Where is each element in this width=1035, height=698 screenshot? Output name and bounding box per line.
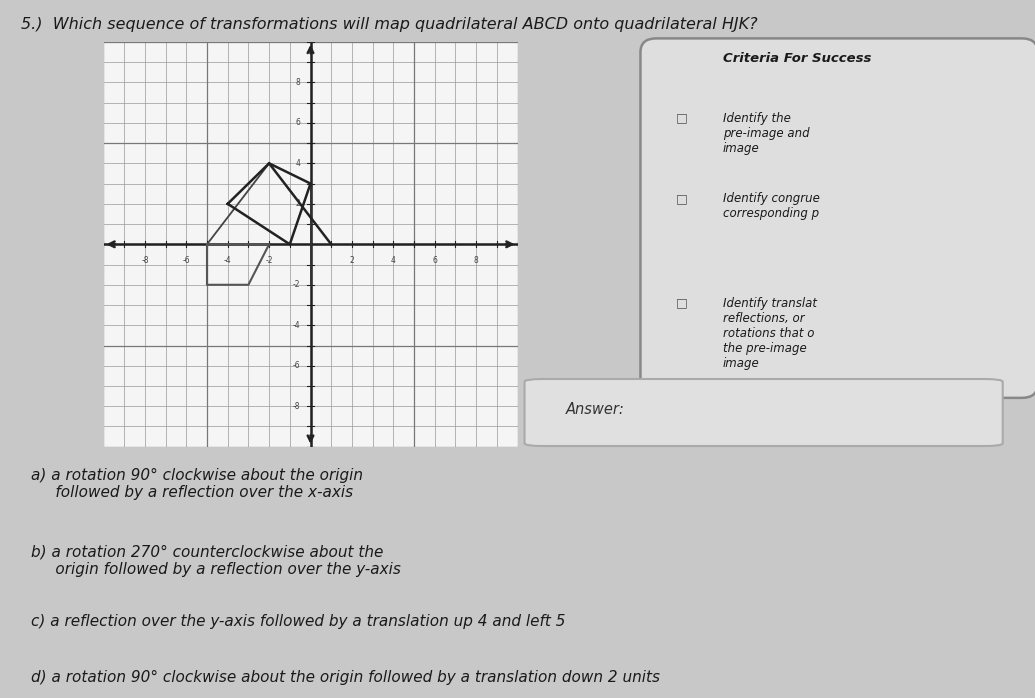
Text: 6: 6 bbox=[433, 256, 437, 265]
Text: 5.)  Which sequence of transformations will map quadrilateral ABCD onto quadrila: 5.) Which sequence of transformations wi… bbox=[21, 17, 758, 32]
Text: 2: 2 bbox=[295, 200, 300, 208]
Text: -8: -8 bbox=[141, 256, 149, 265]
Text: □: □ bbox=[676, 192, 687, 205]
Text: a) a rotation 90° clockwise about the origin
     followed by a reflection over : a) a rotation 90° clockwise about the or… bbox=[31, 468, 363, 500]
Text: 4: 4 bbox=[295, 159, 300, 168]
FancyBboxPatch shape bbox=[525, 379, 1003, 446]
Text: -2: -2 bbox=[265, 256, 273, 265]
Text: 2: 2 bbox=[350, 256, 354, 265]
Text: Criteria For Success: Criteria For Success bbox=[723, 52, 871, 66]
Text: -6: -6 bbox=[293, 362, 300, 370]
Text: 8: 8 bbox=[474, 256, 478, 265]
Text: 4: 4 bbox=[391, 256, 395, 265]
Text: -4: -4 bbox=[293, 321, 300, 329]
Text: Identify congrue
corresponding p: Identify congrue corresponding p bbox=[723, 192, 820, 220]
Text: -2: -2 bbox=[293, 281, 300, 289]
Text: 6: 6 bbox=[295, 119, 300, 127]
Text: c) a reflection over the y-axis followed by a translation up 4 and left 5: c) a reflection over the y-axis followed… bbox=[31, 614, 565, 629]
Text: -6: -6 bbox=[182, 256, 190, 265]
Text: □: □ bbox=[676, 112, 687, 125]
Text: -4: -4 bbox=[224, 256, 232, 265]
FancyBboxPatch shape bbox=[641, 38, 1035, 398]
Text: Identify the
pre-image and
image: Identify the pre-image and image bbox=[723, 112, 809, 155]
Text: -8: -8 bbox=[293, 402, 300, 410]
Text: 8: 8 bbox=[295, 78, 300, 87]
Text: Answer:: Answer: bbox=[565, 401, 624, 417]
Text: Identify translat
reflections, or
rotations that o
the pre-image 
image: Identify translat reflections, or rotati… bbox=[723, 297, 817, 370]
Text: d) a rotation 90° clockwise about the origin followed by a translation down 2 un: d) a rotation 90° clockwise about the or… bbox=[31, 670, 660, 685]
Text: □: □ bbox=[676, 297, 687, 310]
Text: b) a rotation 270° counterclockwise about the
     origin followed by a reflecti: b) a rotation 270° counterclockwise abou… bbox=[31, 544, 401, 577]
